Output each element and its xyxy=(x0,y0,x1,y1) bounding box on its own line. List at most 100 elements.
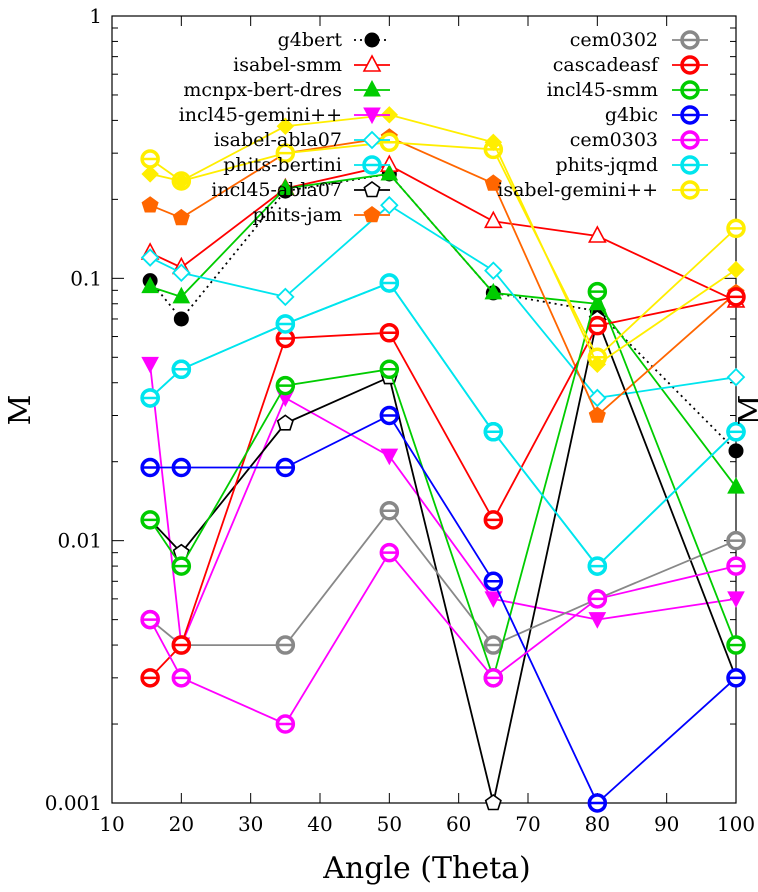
series-layer xyxy=(140,106,746,813)
x-tick-label: 60 xyxy=(446,812,471,836)
series-g4bic xyxy=(140,405,746,813)
legend-label: isabel-abla07 xyxy=(214,129,342,151)
data-point xyxy=(276,178,295,196)
x-axis: 10 20 30 40 50 60 70 80 90 100 xyxy=(99,16,755,836)
data-point xyxy=(172,286,191,304)
data-point xyxy=(140,248,160,267)
series-incl45-gemini++ xyxy=(141,356,745,655)
series-cascadeasf xyxy=(140,287,746,688)
legend-swatch-marker xyxy=(364,32,380,48)
legend-item: g4bic xyxy=(605,104,708,126)
data-point xyxy=(588,612,607,629)
data-point xyxy=(588,406,606,423)
series-line xyxy=(149,281,737,568)
x-tick-label: 50 xyxy=(377,812,402,836)
legend-item: isabel-gemini++ xyxy=(497,179,708,201)
legend-label: isabel-gemini++ xyxy=(497,179,658,201)
legend-item: cascadeasf xyxy=(553,54,708,76)
data-point xyxy=(588,355,607,374)
legend-label: phits-bertini xyxy=(223,154,342,176)
data-point xyxy=(727,260,745,279)
legend-label: incl45-gemini++ xyxy=(179,104,342,126)
legend-label: incl45-smm xyxy=(547,79,658,101)
legend-label: cem0303 xyxy=(570,129,658,151)
legend-swatch-marker xyxy=(363,107,381,125)
legend-label: phits-jqmd xyxy=(555,154,658,176)
plot-frame xyxy=(111,15,737,804)
y-axis-title-right: M xyxy=(733,395,758,426)
legend-label: g4bic xyxy=(605,104,658,126)
data-point xyxy=(484,133,503,152)
data-point xyxy=(484,261,503,280)
series-incl45-abla07 xyxy=(141,310,745,811)
data-point xyxy=(484,794,502,811)
data-point xyxy=(172,263,191,283)
series-line xyxy=(149,288,737,681)
series-line xyxy=(150,414,737,805)
data-point xyxy=(172,172,191,190)
legend: g4bert isabel-smm mcnpx-bert-dres incl45-ge… xyxy=(179,29,708,226)
legend-swatch-marker xyxy=(363,79,381,97)
legend-item: isabel-abla07 xyxy=(214,129,390,151)
y-axis-title: M xyxy=(3,395,38,426)
data-point xyxy=(276,287,295,307)
legend-item: phits-bertini xyxy=(223,154,390,176)
x-axis-title: Angle (Theta) xyxy=(322,851,531,886)
data-point xyxy=(380,448,399,466)
y-tick-label: 1 xyxy=(89,4,102,28)
legend-item: incl45-abla07 xyxy=(211,179,390,201)
x-tick-label: 90 xyxy=(654,812,679,836)
legend-label: isabel-smm xyxy=(233,54,342,76)
series-incl45-smm xyxy=(140,281,746,688)
data-point xyxy=(173,311,189,327)
legend-item: g4bert xyxy=(278,29,390,51)
legend-swatch-marker xyxy=(362,54,382,72)
series-line xyxy=(149,295,737,679)
data-point xyxy=(588,388,607,408)
legend-item: incl45-gemini++ xyxy=(179,104,390,126)
series-g4bert xyxy=(142,166,744,459)
x-tick-label: 40 xyxy=(307,812,332,836)
legend-label: mcnpx-bert-dres xyxy=(183,79,342,101)
data-point xyxy=(141,356,159,374)
legend-item: mcnpx-bert-dres xyxy=(183,79,390,101)
legend-label: cem0302 xyxy=(570,29,658,51)
series-cem0303 xyxy=(140,542,746,734)
legend-swatch-marker xyxy=(363,206,381,223)
legend-item: phits-jqmd xyxy=(555,154,708,176)
series-line xyxy=(149,315,737,804)
data-point xyxy=(380,163,399,181)
legend-swatch-marker xyxy=(362,130,382,150)
y-tick-label: 0.01 xyxy=(57,529,102,553)
data-point xyxy=(172,208,190,226)
legend-item: isabel-smm xyxy=(233,54,390,76)
series-isabel-abla07 xyxy=(140,195,746,408)
x-tick-label: 10 xyxy=(99,812,124,836)
data-point xyxy=(726,367,746,387)
legend-label: g4bert xyxy=(278,29,343,51)
data-point xyxy=(587,225,607,243)
legend-label: incl45-abla07 xyxy=(211,179,342,201)
legend-item: cem0302 xyxy=(570,29,708,51)
data-point xyxy=(484,210,503,229)
x-tick-label: 100 xyxy=(717,812,755,836)
x-tick-label: 20 xyxy=(169,812,194,836)
legend-label: cascadeasf xyxy=(553,54,660,76)
data-point xyxy=(484,591,503,608)
series-mcnpx-bert-dres xyxy=(141,163,745,494)
x-tick-label: 70 xyxy=(515,812,540,836)
data-point xyxy=(484,282,503,300)
legend-item: phits-jam xyxy=(252,204,390,226)
series-phits-jqmd xyxy=(140,273,746,576)
series-line xyxy=(149,364,737,649)
x-tick-label: 30 xyxy=(238,812,263,836)
data-point xyxy=(380,195,399,215)
series-line xyxy=(149,172,737,452)
legend-swatch-marker xyxy=(363,181,381,198)
data-point xyxy=(728,443,744,459)
data-point xyxy=(141,196,159,213)
plot-border xyxy=(111,15,737,804)
series-line xyxy=(149,281,737,568)
data-point xyxy=(727,591,745,608)
